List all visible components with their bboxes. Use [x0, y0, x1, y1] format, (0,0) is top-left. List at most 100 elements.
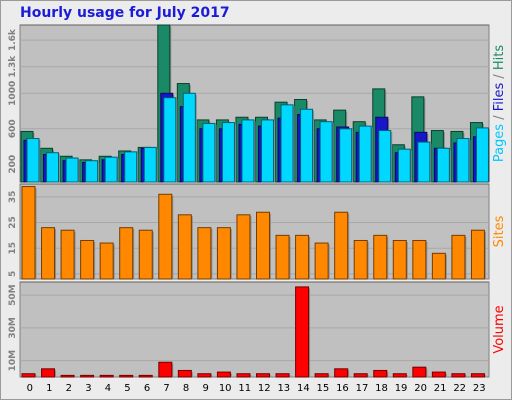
x-label-8: 8 — [183, 383, 189, 394]
bar-pages-11 — [241, 119, 255, 183]
x-label-14: 14 — [297, 383, 310, 394]
bar-sites-14 — [295, 234, 310, 280]
bar-volume-13 — [275, 373, 290, 378]
x-label-16: 16 — [336, 383, 349, 394]
bar-volume-1 — [41, 368, 56, 378]
bar-volume-22 — [451, 373, 466, 378]
bar-volume-10 — [216, 371, 231, 378]
bar-volume-11 — [236, 373, 251, 378]
x-label-12: 12 — [258, 383, 271, 394]
bar-volume-9 — [197, 373, 212, 378]
bar-sites-21 — [431, 252, 446, 280]
panel-0-tick-label-0: 200 — [8, 155, 18, 174]
panel-0-axis-label: Pages / Files / Hits — [492, 45, 507, 163]
bar-pages-7 — [163, 97, 177, 183]
bar-pages-6 — [143, 146, 157, 183]
x-label-5: 5 — [124, 383, 130, 394]
bar-sites-9 — [197, 227, 212, 280]
bar-sites-22 — [451, 234, 466, 280]
bar-pages-15 — [319, 121, 333, 183]
bar-volume-12 — [256, 373, 270, 378]
bar-sites-5 — [119, 227, 134, 280]
bar-sites-6 — [138, 229, 153, 280]
x-label-20: 20 — [414, 383, 427, 394]
bar-volume-14 — [295, 286, 310, 378]
x-label-2: 2 — [66, 383, 72, 394]
bar-pages-17 — [358, 125, 372, 183]
bar-volume-23 — [470, 373, 485, 378]
panel-0-tick-label-1: 600 — [8, 119, 18, 138]
bar-pages-21 — [436, 147, 450, 183]
bar-pages-22 — [456, 138, 470, 183]
bar-volume-7 — [158, 361, 173, 378]
bar-pages-19 — [397, 148, 411, 183]
bar-sites-17 — [353, 239, 368, 280]
panel-1-tick-label-2: 25 — [8, 216, 18, 229]
x-label-19: 19 — [395, 383, 408, 394]
bar-volume-20 — [412, 366, 427, 378]
bar-sites-0 — [21, 186, 36, 280]
bar-pages-8 — [182, 92, 196, 183]
panel-2-tick-label-0: 10M — [8, 350, 18, 372]
x-label-10: 10 — [219, 383, 232, 394]
bar-volume-17 — [353, 373, 368, 378]
x-label-0: 0 — [27, 383, 33, 394]
bar-volume-0 — [21, 373, 36, 378]
x-label-22: 22 — [453, 383, 466, 394]
panel-1-tick-label-0: 5 — [8, 271, 18, 277]
x-label-15: 15 — [317, 383, 330, 394]
bar-sites-15 — [314, 242, 329, 280]
x-label-21: 21 — [434, 383, 447, 394]
bar-volume-21 — [431, 371, 446, 378]
x-label-4: 4 — [105, 383, 111, 394]
panel-1-background — [19, 183, 490, 280]
bar-pages-3 — [85, 160, 99, 183]
panel-2-background — [19, 281, 490, 378]
bar-sites-13 — [275, 234, 290, 280]
bar-sites-7 — [158, 193, 173, 280]
bar-volume-5 — [119, 374, 134, 378]
bar-pages-12 — [261, 119, 274, 183]
bar-sites-3 — [80, 239, 95, 280]
bar-pages-0 — [26, 138, 40, 183]
bar-volume-8 — [177, 369, 192, 378]
bar-volume-15 — [314, 373, 329, 378]
panel-0-tick-label-3: 1.3k — [8, 55, 18, 78]
bar-volume-16 — [334, 368, 349, 378]
bar-sites-23 — [470, 229, 485, 280]
x-label-13: 13 — [277, 383, 290, 394]
bar-sites-4 — [99, 242, 114, 280]
panel-1-tick-label-1: 15 — [8, 242, 18, 255]
bar-pages-2 — [65, 157, 79, 183]
x-label-18: 18 — [375, 383, 388, 394]
x-label-3: 3 — [85, 383, 91, 394]
bar-pages-16 — [339, 128, 353, 183]
x-label-6: 6 — [144, 383, 150, 394]
panel-2-tick-label-2: 50M — [8, 284, 18, 306]
panel-2-tick-label-1: 30M — [8, 317, 18, 339]
bar-volume-3 — [80, 374, 95, 378]
bar-sites-18 — [373, 234, 388, 280]
x-label-7: 7 — [163, 383, 169, 394]
bar-volume-4 — [99, 374, 114, 378]
bar-pages-13 — [280, 104, 294, 183]
bar-sites-8 — [177, 214, 192, 280]
x-label-1: 1 — [46, 383, 52, 394]
bar-sites-16 — [334, 211, 349, 280]
bar-pages-20 — [417, 141, 431, 183]
bar-sites-12 — [256, 211, 270, 280]
bar-pages-5 — [124, 151, 138, 183]
bar-sites-10 — [216, 227, 231, 280]
bar-pages-18 — [378, 130, 392, 183]
bar-sites-19 — [392, 239, 407, 280]
x-label-17: 17 — [356, 383, 369, 394]
bar-pages-10 — [221, 122, 235, 183]
bar-pages-1 — [46, 152, 60, 183]
bar-sites-11 — [236, 214, 251, 280]
bar-sites-1 — [41, 227, 56, 280]
panel-0-tick-label-4: 1.6k — [8, 28, 18, 51]
x-label-11: 11 — [238, 383, 251, 394]
panel-1-axis-label: Sites — [492, 215, 507, 247]
bar-pages-14 — [300, 108, 314, 183]
